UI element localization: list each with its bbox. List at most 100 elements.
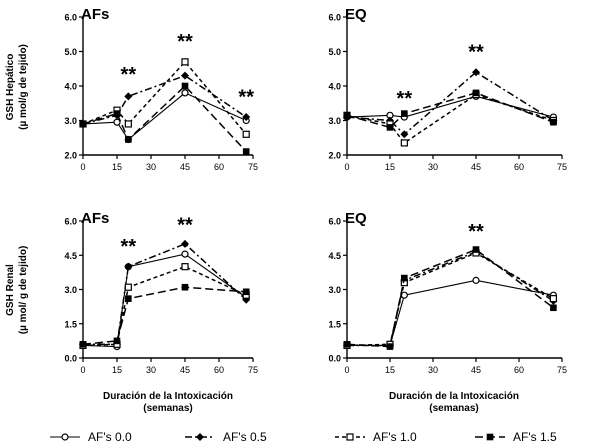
data-point xyxy=(400,139,408,147)
series-line xyxy=(346,93,554,144)
data-point xyxy=(79,341,87,348)
significance-annotation: ** xyxy=(177,214,193,236)
series-line xyxy=(347,279,554,346)
series-1 xyxy=(79,250,250,351)
x-tick-label: 15 xyxy=(112,162,122,172)
x-tick-label: 30 xyxy=(146,162,156,172)
data-point xyxy=(113,110,121,117)
x-tick-label: 45 xyxy=(180,365,190,375)
data-point xyxy=(181,58,189,66)
xlabel-right-line2: (semanas) xyxy=(429,403,478,414)
y-tick-label: 4.0 xyxy=(328,82,341,92)
chart-panel-3: 0.0 1.5 3.0 4.5 6.0 0 15 30 45 60 75 AFs ** ** xyxy=(64,210,258,375)
legend-label: AF's 0.5 xyxy=(223,430,267,444)
significance-annotation: ** xyxy=(177,31,193,53)
series-3 xyxy=(343,249,558,350)
chart-panel-1: 2.0 3.0 4.0 5.0 6.0 0 15 30 45 60 75 AFs ** ** ** xyxy=(64,6,258,172)
y-tick-label: 3.0 xyxy=(64,116,77,126)
legend-marker xyxy=(61,433,69,441)
series-4 xyxy=(79,82,250,155)
y-tick-label: 0.0 xyxy=(64,354,77,364)
y-tick-label: 5.0 xyxy=(328,47,341,57)
data-point xyxy=(124,92,133,101)
data-point xyxy=(400,130,409,139)
legend-item-2: AF's 0.5 xyxy=(185,430,267,444)
legend-marker xyxy=(346,433,354,441)
data-point xyxy=(343,341,351,348)
significance-annotation: ** xyxy=(121,236,137,258)
x-tick-label: 75 xyxy=(248,162,258,172)
x-tick-label: 45 xyxy=(180,162,190,172)
y-tick-label: 2.0 xyxy=(328,151,341,161)
x-tick-label: 60 xyxy=(214,162,224,172)
data-point xyxy=(181,283,189,291)
data-point xyxy=(242,113,251,122)
legend-label: AF's 0.0 xyxy=(88,430,132,444)
significance-annotation: ** xyxy=(468,41,484,63)
y-tick-label: 6.0 xyxy=(64,217,77,227)
data-point xyxy=(386,124,394,131)
y-tick-label: 6.0 xyxy=(328,217,341,227)
x-tick-label: 15 xyxy=(385,162,395,172)
significance-annotation: ** xyxy=(121,64,137,86)
chart-title: EQ xyxy=(345,210,367,227)
series-3 xyxy=(79,263,250,350)
data-point xyxy=(550,118,557,126)
xlabel-right-line1: Duración de la Intoxicación xyxy=(389,391,519,402)
ylabel-bottom-line1: GSH Renal xyxy=(5,264,16,316)
data-point xyxy=(472,89,480,97)
legend-label: AF's 1.0 xyxy=(373,430,417,444)
significance-annotation: ** xyxy=(468,221,484,243)
data-point xyxy=(472,246,480,253)
data-point xyxy=(242,130,250,138)
x-tick-label: 60 xyxy=(514,162,524,172)
x-tick-label: 45 xyxy=(471,365,481,375)
legend-item-4: AF's 1.5 xyxy=(475,430,557,444)
data-point xyxy=(343,112,351,119)
chart-title: EQ xyxy=(345,6,367,23)
data-point xyxy=(549,295,558,303)
data-point xyxy=(401,274,408,282)
y-tick-label: 3.0 xyxy=(328,285,341,295)
ylabel-top-line1: GSH Hepático xyxy=(5,54,16,121)
panels: 2.0 3.0 4.0 5.0 6.0 0 15 30 45 60 75 AFs ** ** ** 2.0 3.… xyxy=(64,6,567,375)
series-2 xyxy=(79,239,251,349)
series-2 xyxy=(79,71,251,128)
data-point xyxy=(242,288,250,296)
data-point xyxy=(181,239,189,248)
series-line xyxy=(346,252,554,347)
x-tick-label: 30 xyxy=(428,162,438,172)
legend-item-3: AF's 1.0 xyxy=(335,430,417,444)
data-point xyxy=(113,337,121,345)
data-point xyxy=(124,283,132,291)
x-tick-label: 0 xyxy=(344,162,349,172)
data-point xyxy=(125,136,132,143)
series-line xyxy=(82,286,247,346)
ylabel-bottom-line2: (µ mol/ g de tejido) xyxy=(18,246,29,335)
data-point xyxy=(124,120,132,128)
x-tick-label: 75 xyxy=(557,162,567,172)
ylabel-top-line2: (µ mol/g de tejido) xyxy=(18,44,29,130)
legend: AF's 0.0 AF's 0.5 AF's 1.0 AF's 1.5 xyxy=(50,430,557,444)
x-tick-label: 15 xyxy=(112,365,122,375)
y-tick-label: 0.0 xyxy=(328,354,341,364)
series-line xyxy=(347,250,554,347)
chart-title: AFs xyxy=(81,6,109,23)
data-point xyxy=(550,304,557,312)
chart-panel-4: 0.0 1.5 3.0 4.5 6.0 0 15 30 45 60 75 EQ ** xyxy=(328,210,567,375)
x-tick-label: 0 xyxy=(80,365,85,375)
xlabel-left-line1: Duración de la Intoxicación xyxy=(103,391,233,402)
y-tick-label: 4.5 xyxy=(64,251,77,261)
series-1 xyxy=(343,92,558,121)
data-point xyxy=(181,250,189,258)
y-tick-label: 2.0 xyxy=(64,151,77,161)
xlabel-left-line2: (semanas) xyxy=(143,403,192,414)
x-tick-label: 45 xyxy=(471,162,481,172)
legend-label: AF's 1.5 xyxy=(513,430,557,444)
significance-annotation: ** xyxy=(238,86,254,108)
y-tick-label: 3.0 xyxy=(328,116,341,126)
significance-annotation: ** xyxy=(397,88,413,110)
y-tick-label: 1.5 xyxy=(64,319,77,329)
y-tick-label: 4.5 xyxy=(328,251,341,261)
